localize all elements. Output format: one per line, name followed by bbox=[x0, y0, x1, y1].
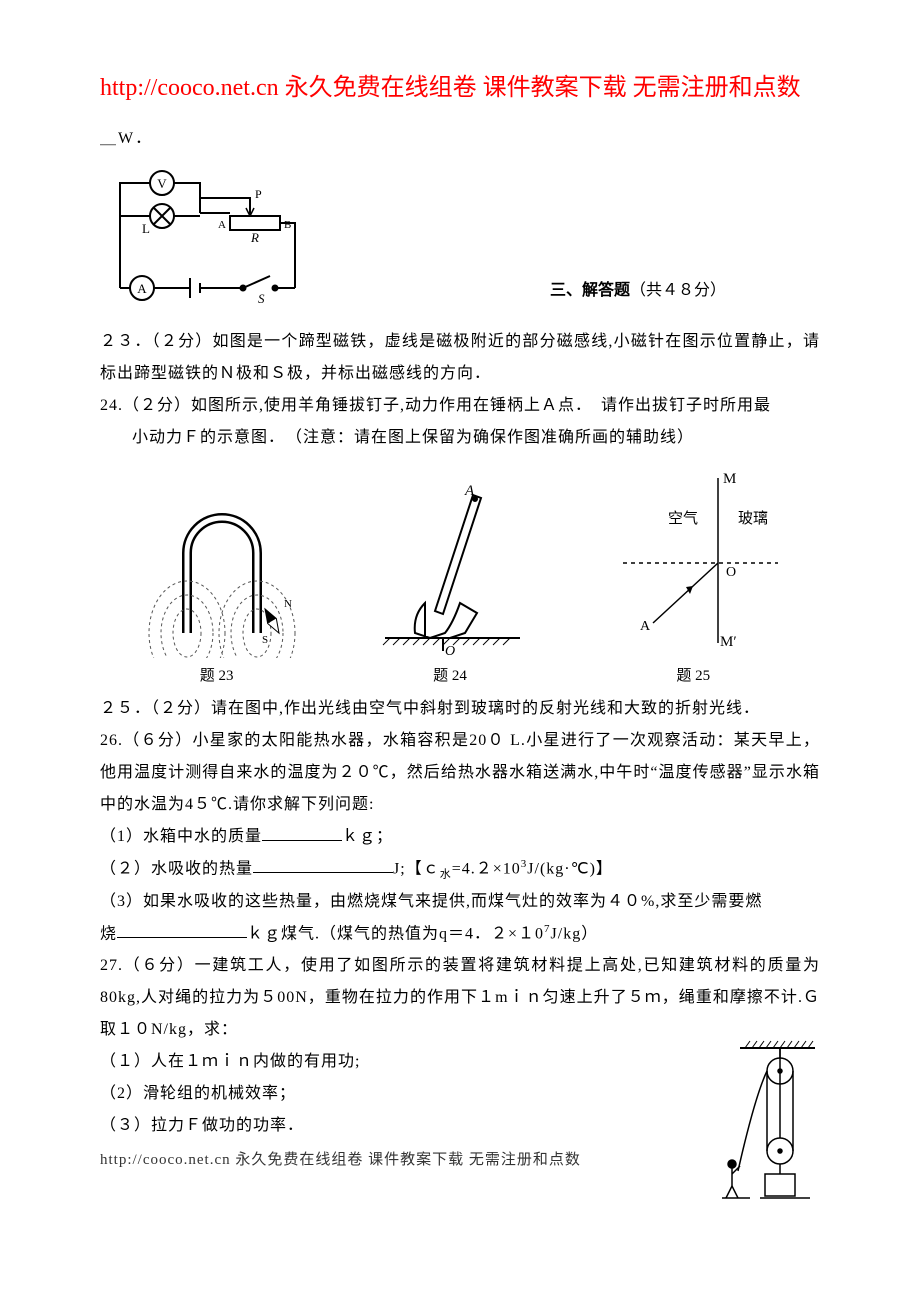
fig25-o: O bbox=[726, 565, 736, 580]
figure-25-diagram: M M′ O A 空气 玻璃 bbox=[598, 468, 788, 658]
q26-tail: J/(kg·℃)】 bbox=[527, 860, 613, 877]
rheostat-a: A bbox=[218, 219, 226, 231]
figure-25-caption: 题 25 bbox=[676, 664, 710, 685]
question-27-p2: （2）滑轮组的机械效率； bbox=[100, 1078, 820, 1110]
pulley-diagram-wrap bbox=[720, 1036, 820, 1211]
figure-24-diagram: A O bbox=[365, 483, 535, 658]
figure-24-col: A O 题 24 bbox=[365, 483, 535, 685]
figure-23-diagram: N S bbox=[132, 503, 302, 658]
question-26-p1: （1）水箱中水的质量 ｋｇ； bbox=[100, 821, 820, 853]
rheostat-b: B bbox=[284, 219, 291, 231]
rheostat-p: P bbox=[255, 187, 262, 201]
top-fragment: ＿W． bbox=[100, 124, 820, 148]
compass-n: N bbox=[284, 598, 292, 610]
q26-p1-pre: （1）水箱中水的质量 bbox=[100, 828, 262, 845]
question-26-p2: （２）水吸收的热量J;【ｃ水=4.２×103J/(kg·℃)】 bbox=[100, 853, 820, 886]
fig25-glass: 玻璃 bbox=[738, 510, 768, 527]
switch-label: S bbox=[258, 291, 265, 306]
figure-23-col: N S 题 23 bbox=[132, 503, 302, 685]
page-footer: http://cooco.net.cn 永久免费在线组卷 课件教案下载 无需注册… bbox=[100, 1148, 820, 1169]
question-27-intro: 27.（６分）一建筑工人，使用了如图所示的装置将建筑材料提上高处,已知建筑材料的… bbox=[100, 950, 820, 1046]
q26-p3-post: ｋｇ煤气.（煤气的热值为q＝4．２×１0 bbox=[247, 925, 544, 942]
section-3-bold: 三、解答题 bbox=[550, 282, 630, 299]
fig24-label-a: A bbox=[464, 483, 475, 499]
blank bbox=[262, 825, 342, 841]
figure-row: N S 题 23 bbox=[100, 468, 820, 685]
q26-p2-pre: （２）水吸收的热量 bbox=[100, 860, 253, 877]
figure-24-caption: 题 24 bbox=[433, 664, 467, 685]
figure-23-caption: 题 23 bbox=[200, 664, 234, 685]
circuit-diagram: V L R A B P A bbox=[100, 158, 310, 308]
compass-s: S bbox=[262, 634, 268, 646]
fig24-label-o: O bbox=[445, 644, 455, 658]
q26-sub: 水 bbox=[440, 869, 452, 881]
blank bbox=[253, 857, 393, 873]
question-23: ２３．（２分）如图是一个蹄型磁铁，虚线是磁极附近的部分磁感线,小磁针在图示位置静… bbox=[100, 326, 820, 390]
question-24-line1: 24.（２分）如图所示,使用羊角锤拔钉子,动力作用在锤柄上Ａ点． 请作出拔钉子时… bbox=[100, 390, 820, 422]
section-3-title: 三、解答题（共４８分） bbox=[310, 276, 820, 308]
voltmeter-label: V bbox=[157, 176, 167, 191]
fig25-air: 空气 bbox=[668, 510, 698, 527]
ammeter-label: A bbox=[137, 281, 147, 296]
q26-p3-tail: J/kg） bbox=[551, 925, 599, 942]
blank bbox=[117, 922, 247, 938]
question-27-p3: （３）拉力Ｆ做功的功率． bbox=[100, 1110, 820, 1142]
fig25-mp: M′ bbox=[720, 634, 737, 650]
q26-p3-pre: 烧 bbox=[100, 925, 117, 942]
rheostat-label: R bbox=[250, 230, 259, 245]
question-26-intro: 26.（６分）小星家的太阳能热水器，水箱容积是20０ L.小星进行了一次观察活动… bbox=[100, 725, 820, 821]
figure-25-col: M M′ O A 空气 玻璃 题 25 bbox=[598, 468, 788, 685]
fig25-m: M bbox=[723, 471, 736, 487]
q26-formula: =4.２×10 bbox=[452, 860, 521, 877]
lamp-label: L bbox=[142, 221, 150, 236]
question-26-p3-line2: 烧ｋｇ煤气.（煤气的热值为q＝4．２×１07J/kg） bbox=[100, 918, 820, 950]
fig25-a: A bbox=[640, 619, 651, 634]
q26-p1-post: ｋｇ； bbox=[342, 828, 393, 845]
question-24-line2: 小动力Ｆ的示意图． （注意：请在图上保留为确保作图准确所画的辅助线） bbox=[100, 422, 820, 454]
question-26-p3-line1: （3）如果水吸收的这些热量，由燃烧煤气来提供,而煤气灶的效率为４０%,求至少需要… bbox=[100, 886, 820, 918]
section-3-rest: （共４８分） bbox=[630, 282, 726, 299]
pulley-diagram bbox=[720, 1036, 820, 1206]
q26-p2-post: J;【ｃ bbox=[393, 860, 440, 877]
page-header: http://cooco.net.cn 永久免费在线组卷 课件教案下载 无需注册… bbox=[100, 70, 820, 106]
question-25: ２５．（２分）请在图中,作出光线由空气中斜射到玻璃时的反射光线和大致的折射光线． bbox=[100, 693, 820, 725]
question-27-p1: （１）人在１ｍｉｎ内做的有用功; bbox=[100, 1046, 820, 1078]
circuit-and-title-row: V L R A B P A bbox=[100, 158, 820, 308]
